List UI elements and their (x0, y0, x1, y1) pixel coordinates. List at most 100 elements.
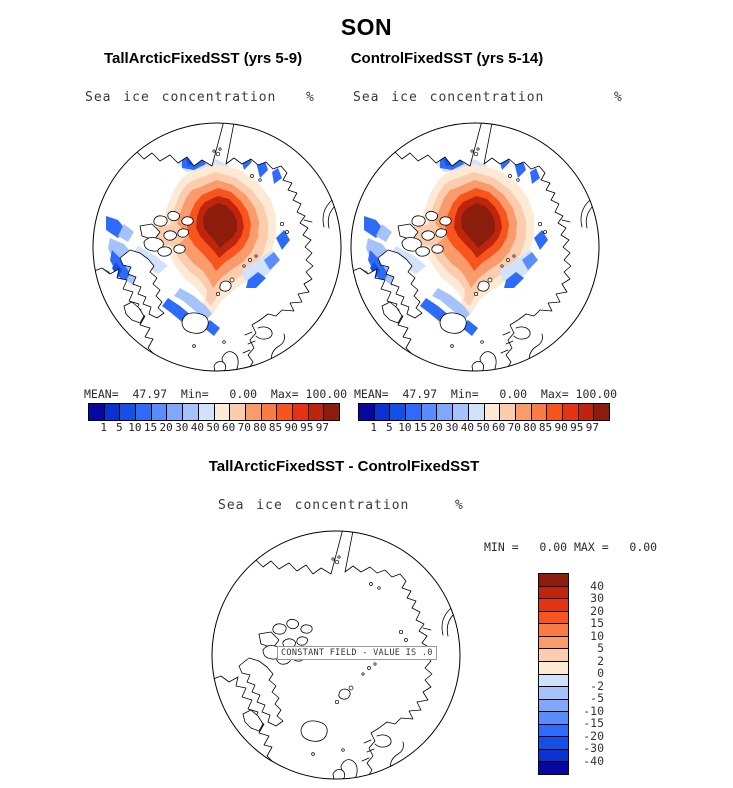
colorbar-tick-label: 85 (268, 421, 283, 434)
map-boundary (350, 122, 600, 372)
colorbar-cell (437, 404, 454, 420)
colorbar-tick-label: 20 (429, 421, 443, 434)
colorbar-tick-label: 10 (128, 421, 142, 434)
diff-colorbar-cell (539, 724, 568, 738)
colorbar-cell (500, 404, 516, 420)
diff-panel-title: TallArcticFixedSST - ControlFixedSST (208, 458, 480, 475)
small-islands (192, 147, 289, 348)
colorbar-tick-label: 15 (413, 421, 428, 434)
colorbar-tick-label: 60 (222, 421, 236, 434)
colorbar-tick-label: 5 (385, 421, 393, 434)
colorbar-left (88, 403, 340, 421)
colorbar-tick-label: 10 (398, 421, 412, 434)
colorbar-cell (594, 404, 609, 420)
diff-colorbar-tick-label: 2 (597, 653, 604, 668)
map-left-polar-stereographic (90, 120, 344, 374)
colorbar-right (358, 403, 610, 421)
diff-colorbar-cell (539, 636, 568, 650)
small-islands (311, 555, 408, 756)
diff-colorbar-tick-label: -10 (583, 703, 604, 718)
colorbar-tick-label: 5 (115, 421, 123, 434)
diff-colorbar-cell (539, 649, 568, 662)
colorbar-cell (468, 404, 485, 420)
colorbar-tick-label: 50 (476, 421, 490, 434)
colorbar-cell (374, 404, 391, 420)
polar-map-svg (92, 122, 342, 372)
colorbar-tick-label: 50 (206, 421, 220, 434)
diff-colorbar-cell (539, 749, 568, 763)
colorbar-tick-label: 30 (445, 421, 459, 434)
coastline-details (361, 607, 455, 773)
diff-colorbar-tick-label: 15 (590, 616, 604, 630)
colorbar-cell (277, 404, 293, 420)
diff-colorbar-cell (539, 737, 568, 750)
diff-colorbar-tick-label: -15 (583, 716, 604, 730)
diff-colorbar-tick-label: -40 (583, 753, 604, 768)
colorbar-cell (214, 404, 231, 420)
colorbar-cell (198, 404, 215, 420)
colorbar-tick-label: 20 (159, 421, 173, 434)
colorbar-cell (562, 404, 579, 420)
field-label-left: Sea ice concentration (85, 90, 277, 105)
colorbar-cell (547, 404, 563, 420)
diff-colorbar-cell (539, 762, 568, 774)
constant-field-note: CONSTANT FIELD - VALUE IS .0 (277, 646, 437, 660)
coastline-details (242, 199, 336, 365)
colorbar-tick-label: 40 (460, 421, 474, 434)
diff-colorbar-tick-label: 5 (597, 641, 604, 655)
colorbar-tick-label: 80 (253, 421, 267, 434)
panel-title-left: TallArcticFixedSST (yrs 5-9) (103, 50, 303, 67)
diff-colorbar-tick-label: -20 (583, 728, 604, 743)
diff-colorbar-cell (539, 687, 568, 700)
colorbar-tick-label: 30 (175, 421, 189, 434)
colorbar-tick-label: 15 (143, 421, 158, 434)
units-left: % (306, 90, 314, 105)
colorbar-cell (89, 404, 105, 420)
colorbar-cell (406, 404, 422, 420)
diff-colorbar-ticks: 40 30 20 15 10 5 2 0 -2 -5 -10 -15 -20 -30 -40 (574, 573, 604, 773)
colorbar-cell (324, 404, 339, 420)
colorbar-ticks-right: 1 5 10 15 20 30 40 50 60 70 80 85 90 95 97 (358, 421, 608, 435)
colorbar-cell (515, 404, 532, 420)
colorbar-cell (245, 404, 262, 420)
panel-title-right: ControlFixedSST (yrs 5-14) (350, 50, 544, 67)
diff-colorbar-cell (539, 599, 568, 612)
colorbar-tick-label: 80 (523, 421, 537, 434)
colorbar-cell (104, 404, 121, 420)
colorbar-cell (359, 404, 375, 420)
diff-colorbar-cell (539, 574, 568, 587)
colorbar-cell (390, 404, 407, 420)
map-diff-polar-stereographic (209, 528, 463, 782)
colorbar-tick-label: 60 (492, 421, 506, 434)
colorbar-tick-label: 97 (315, 421, 329, 434)
colorbar-cell (484, 404, 501, 420)
diff-colorbar-cell (539, 674, 568, 688)
colorbar-tick-label: 40 (190, 421, 204, 434)
minmax-line-diff: MIN = 0.00 MAX = 0.00 (484, 540, 658, 554)
colorbar-cell (261, 404, 278, 420)
map-right-polar-stereographic (348, 120, 602, 374)
stats-line-left: MEAN= 47.97 Min= 0.00 Max= 100.00 (84, 387, 348, 401)
colorbar-cell (421, 404, 438, 420)
colorbar-tick-label: 97 (585, 421, 599, 434)
stats-line-right: MEAN= 47.97 Min= 0.00 Max= 100.00 (354, 387, 618, 401)
colorbar-cell (167, 404, 184, 420)
field-label-right: Sea ice concentration (353, 90, 545, 105)
diff-colorbar-cell (539, 611, 568, 625)
coastline-details (500, 199, 594, 365)
polar-map-svg (350, 122, 600, 372)
diff-colorbar-tick-label: -30 (583, 741, 604, 755)
colorbar-cell (136, 404, 152, 420)
diff-colorbar-cell (539, 624, 568, 637)
diff-colorbar-cell (539, 712, 568, 725)
colorbar-cell (292, 404, 309, 420)
colorbar-cell (151, 404, 168, 420)
colorbar-tick-label: 90 (554, 421, 568, 434)
colorbar-tick-label: 1 (370, 421, 377, 434)
colorbar-tick-label: 1 (100, 421, 107, 434)
diff-colorbar-tick-label: 30 (590, 591, 604, 605)
diff-colorbar (538, 573, 569, 775)
colorbar-cell (308, 404, 325, 420)
diff-colorbar-tick-label: 10 (590, 628, 604, 643)
